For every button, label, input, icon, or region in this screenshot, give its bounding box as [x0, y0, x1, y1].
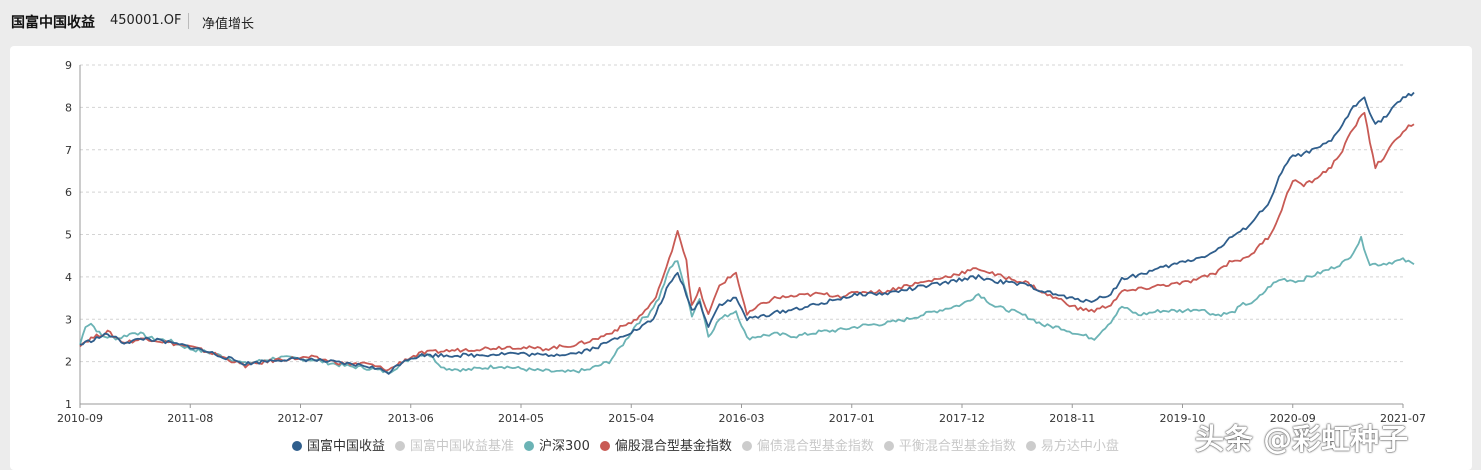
- legend-item[interactable]: 平衡混合型基金指数: [883, 435, 1016, 454]
- x-tick-label: 2014-05: [498, 412, 544, 425]
- fund-code: 450001.OF: [110, 13, 182, 28]
- x-tick-label: 2017-01: [829, 412, 875, 425]
- y-tick-label: 9: [65, 59, 72, 72]
- y-tick-label: 2: [65, 356, 72, 369]
- legend-label: 平衡混合型基金指数: [898, 439, 1016, 454]
- legend-item[interactable]: 国富中国收益基准: [395, 435, 514, 454]
- y-tick-label: 7: [65, 144, 72, 157]
- chart-legend: 国富中国收益 国富中国收益基准 沪深300 偏股混合型基金指数 偏债混合型基金指数 平衡混…: [292, 435, 1129, 455]
- legend-dot-icon: [395, 441, 406, 451]
- y-tick-label: 8: [65, 101, 72, 114]
- tab-net-value-growth[interactable]: 净值增长: [202, 17, 255, 32]
- x-tick-label: 2021-07: [1380, 412, 1426, 425]
- header-divider: [188, 13, 189, 29]
- x-tick-label: 2015-04: [608, 412, 654, 425]
- fund-name: 国富中国收益: [11, 15, 95, 31]
- legend-label: 易方达中小盘: [1040, 439, 1119, 454]
- watermark: 头条 @彩虹种子: [1195, 422, 1409, 456]
- legend-label: 国富中国收益基准: [410, 439, 515, 454]
- header-bar: 国富中国收益 450001.OF 净值增长: [0, 0, 1481, 44]
- legend-item[interactable]: 国富中国收益: [292, 435, 385, 454]
- series-line-2: [79, 111, 1415, 372]
- x-tick-label: 2011-08: [167, 412, 213, 425]
- legend-label: 偏股混合型基金指数: [614, 439, 732, 454]
- chart-panel: 1 2 3 4 5 6 7 8 9 2010-09 2011-08 2012-07 2013-06 201…: [10, 46, 1472, 470]
- y-tick-label: 4: [65, 271, 72, 284]
- legend-dot-icon: [599, 441, 610, 451]
- x-tick-label: 2017-12: [939, 412, 985, 425]
- legend-dot-icon: [292, 441, 302, 451]
- legend-item[interactable]: 偏股混合型基金指数: [599, 435, 732, 454]
- x-tick-label: 2012-07: [278, 412, 324, 425]
- y-tick-label: 5: [65, 229, 72, 242]
- x-tick-label: 2016-03: [719, 412, 765, 425]
- y-tick-label: 6: [65, 186, 72, 199]
- x-tick-label: 2018-11: [1049, 412, 1095, 425]
- legend-dot-icon: [1025, 441, 1036, 451]
- x-tick-label: 2013-06: [388, 412, 434, 425]
- legend-label: 偏债混合型基金指数: [756, 439, 874, 454]
- legend-item[interactable]: 偏债混合型基金指数: [741, 435, 874, 454]
- legend-dot-icon: [741, 441, 752, 451]
- legend-dot-icon: [883, 441, 894, 451]
- x-tick-label: 2020-09: [1270, 412, 1316, 425]
- series-line-3: [79, 91, 1415, 375]
- y-tick-label: 1: [65, 398, 72, 411]
- legend-label: 国富中国收益: [307, 439, 386, 454]
- legend-item[interactable]: 沪深300: [524, 435, 590, 454]
- y-tick-label: 3: [65, 313, 72, 326]
- legend-dot-icon: [524, 441, 535, 451]
- legend-item[interactable]: 易方达中小盘: [1025, 435, 1119, 454]
- x-tick-label: 2019-10: [1160, 412, 1206, 425]
- x-tick-label: 2010-09: [57, 412, 103, 425]
- series-line-1: [79, 235, 1415, 375]
- line-chart: 1 2 3 4 5 6 7 8 9 2010-09 2011-08 2012-07 2013-06 201…: [57, 59, 1426, 425]
- legend-label: 沪深300: [539, 439, 590, 454]
